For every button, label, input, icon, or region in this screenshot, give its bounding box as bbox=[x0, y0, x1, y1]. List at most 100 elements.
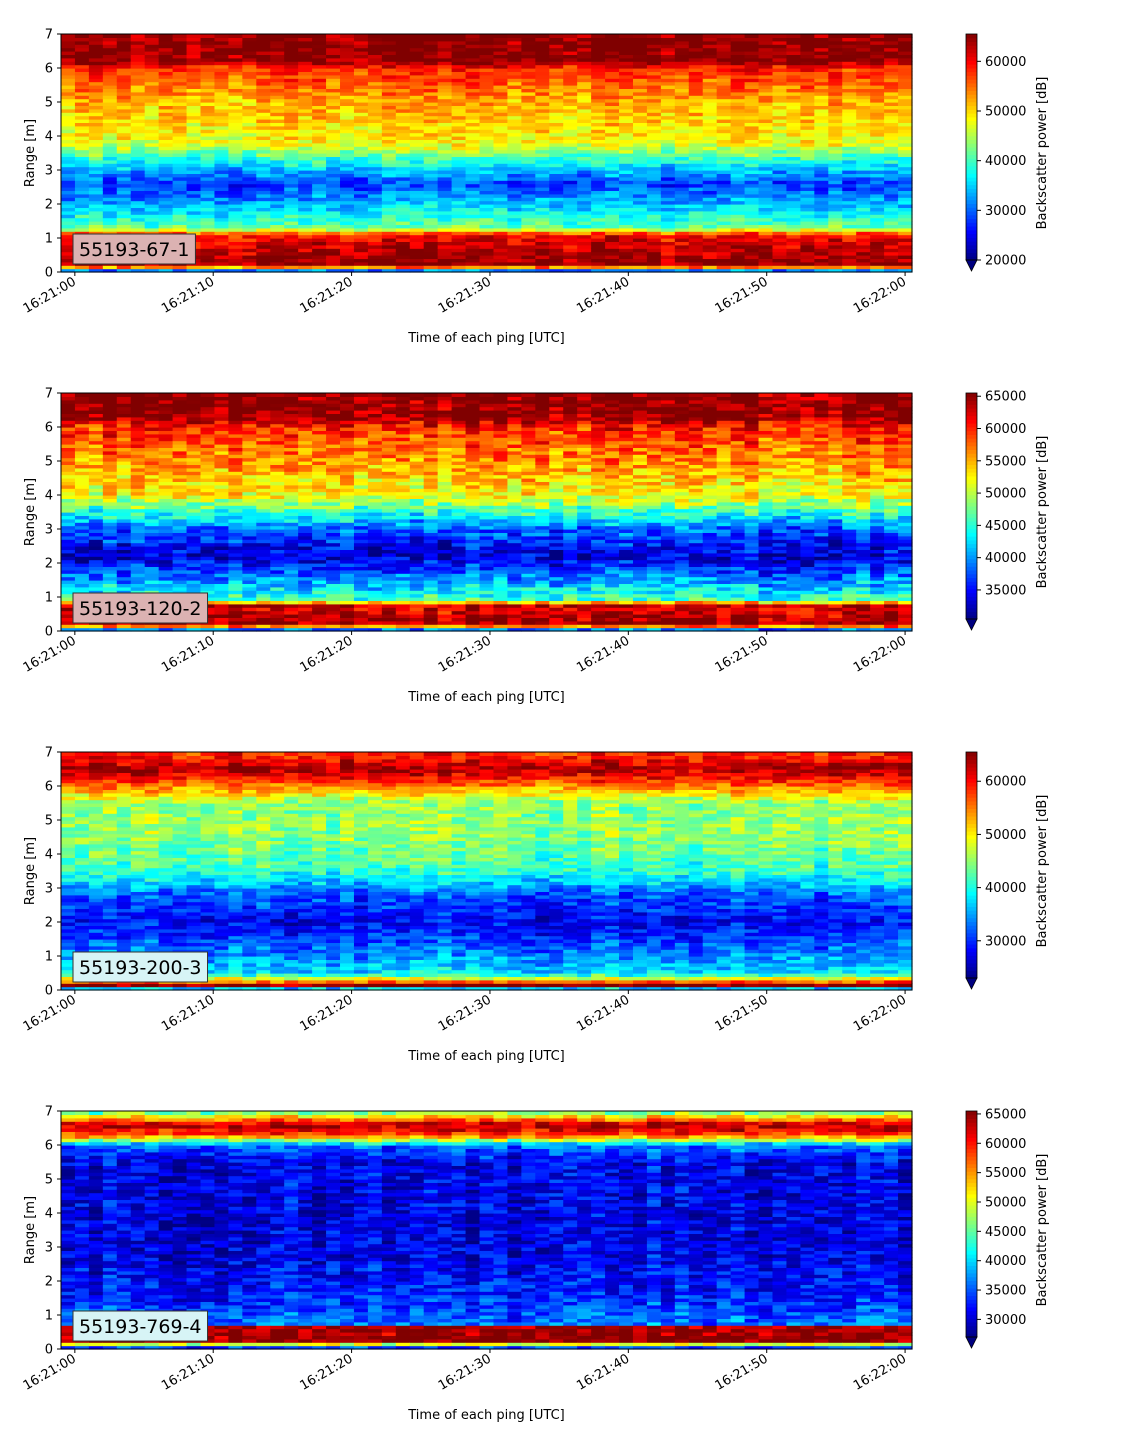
heatmap-cell bbox=[730, 153, 746, 157]
heatmap-cell bbox=[340, 139, 355, 144]
heatmap-cell bbox=[158, 396, 174, 401]
heatmap-cell bbox=[660, 95, 676, 100]
heatmap-cell bbox=[228, 61, 243, 66]
heatmap-cell bbox=[61, 525, 76, 530]
heatmap-cell bbox=[256, 176, 271, 181]
heatmap-cell bbox=[619, 261, 634, 266]
heatmap-cell bbox=[465, 74, 481, 79]
heatmap-cell bbox=[61, 610, 76, 615]
heatmap-cell bbox=[549, 88, 564, 93]
heatmap-cell bbox=[870, 78, 885, 83]
heatmap-cell bbox=[884, 224, 899, 229]
heatmap-cell bbox=[158, 108, 174, 113]
heatmap-cell bbox=[619, 234, 634, 239]
heatmap-cell bbox=[172, 447, 188, 452]
heatmap-cell bbox=[451, 44, 467, 49]
heatmap-cell bbox=[786, 54, 801, 59]
heatmap-cell bbox=[716, 54, 732, 59]
heatmap-cell bbox=[772, 40, 788, 45]
heatmap-cell bbox=[395, 207, 411, 212]
heatmap-cell bbox=[200, 51, 216, 55]
heatmap-cell bbox=[507, 231, 522, 236]
heatmap-cell bbox=[74, 224, 90, 229]
heatmap-cell bbox=[563, 180, 578, 185]
heatmap-cell bbox=[493, 170, 509, 174]
heatmap-cell bbox=[577, 221, 592, 225]
heatmap-cell bbox=[646, 173, 662, 178]
heatmap-cell bbox=[870, 88, 885, 93]
heatmap-cell bbox=[772, 197, 788, 202]
heatmap-cell bbox=[549, 78, 564, 83]
heatmap-cell bbox=[479, 122, 495, 127]
heatmap-cell bbox=[158, 193, 174, 198]
heatmap-cell bbox=[856, 142, 871, 147]
heatmap-cell bbox=[577, 207, 592, 212]
heatmap-cell bbox=[786, 187, 801, 191]
heatmap-cell bbox=[61, 221, 76, 225]
heatmap-cell bbox=[172, 197, 188, 202]
heatmap-cell bbox=[326, 180, 341, 185]
heatmap-cell bbox=[605, 51, 620, 55]
heatmap-cell bbox=[144, 170, 160, 174]
heatmap-cell bbox=[158, 125, 174, 130]
heatmap-cell bbox=[437, 173, 453, 178]
heatmap-cell bbox=[395, 61, 411, 66]
heatmap-cell bbox=[367, 44, 383, 49]
heatmap-cell bbox=[256, 112, 271, 117]
heatmap-cell bbox=[130, 187, 146, 191]
heatmap-cell bbox=[716, 146, 732, 151]
heatmap-cell bbox=[144, 427, 160, 431]
heatmap-cell bbox=[130, 102, 146, 106]
heatmap-cell bbox=[298, 64, 313, 69]
heatmap-cell bbox=[395, 268, 411, 273]
heatmap-cell bbox=[158, 532, 174, 537]
heatmap-cell bbox=[465, 210, 481, 215]
heatmap-cell bbox=[102, 217, 118, 222]
heatmap-cell bbox=[702, 105, 718, 110]
heatmap-cell bbox=[130, 488, 146, 493]
heatmap-cell bbox=[61, 518, 76, 523]
heatmap-cell bbox=[563, 183, 578, 188]
heatmap-cell bbox=[842, 139, 857, 144]
heatmap-cell bbox=[74, 580, 90, 584]
heatmap-cell bbox=[786, 153, 801, 157]
heatmap-cell bbox=[772, 108, 788, 113]
heatmap-cell bbox=[632, 153, 648, 157]
heatmap-cell bbox=[744, 34, 760, 38]
heatmap-cell bbox=[591, 176, 606, 181]
heatmap-cell bbox=[340, 47, 355, 52]
heatmap-cell bbox=[284, 98, 299, 103]
heatmap-cell bbox=[409, 81, 425, 86]
colorbar-segment bbox=[966, 180, 977, 186]
heatmap-cell bbox=[521, 139, 536, 144]
heatmap-cell bbox=[353, 44, 369, 49]
heatmap-cell bbox=[228, 146, 243, 151]
heatmap-cell bbox=[744, 227, 760, 232]
heatmap-cell bbox=[353, 47, 369, 52]
heatmap-cell bbox=[298, 149, 313, 154]
heatmap-cell bbox=[88, 142, 104, 147]
heatmap-cell bbox=[395, 159, 411, 164]
heatmap-cell bbox=[479, 40, 495, 45]
heatmap-cell bbox=[102, 102, 118, 106]
heatmap-cell bbox=[674, 258, 690, 263]
heatmap-cell bbox=[605, 221, 620, 225]
heatmap-cell bbox=[688, 241, 704, 246]
heatmap-cell bbox=[898, 261, 913, 266]
heatmap-cell bbox=[563, 112, 578, 117]
heatmap-cell bbox=[116, 180, 132, 185]
heatmap-cell bbox=[395, 217, 411, 222]
heatmap-cell bbox=[507, 227, 522, 232]
heatmap-cell bbox=[772, 71, 788, 76]
heatmap-cell bbox=[507, 146, 522, 151]
heatmap-cell bbox=[437, 85, 453, 89]
heatmap-cell bbox=[577, 102, 592, 106]
heatmap-cell bbox=[409, 44, 425, 49]
heatmap-cell bbox=[228, 78, 243, 83]
heatmap-cell bbox=[158, 403, 174, 408]
heatmap-cell bbox=[619, 193, 634, 198]
heatmap-cell bbox=[353, 261, 369, 266]
heatmap-cell bbox=[535, 197, 550, 202]
heatmap-cell bbox=[493, 68, 509, 72]
heatmap-cell bbox=[353, 166, 369, 171]
